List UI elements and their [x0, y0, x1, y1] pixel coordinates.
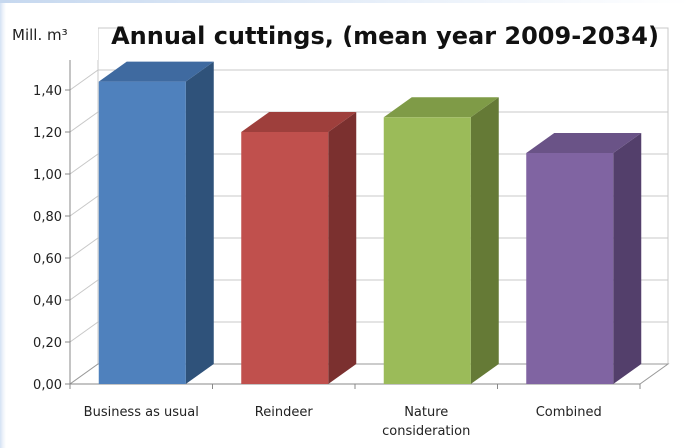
x-category-label: Business as usual — [84, 405, 199, 420]
bar-side — [613, 133, 642, 384]
y-tick-label: 1,20 — [33, 126, 62, 141]
bar-front — [526, 153, 614, 384]
bar-front — [383, 117, 471, 385]
y-tick-label: 0,60 — [33, 252, 62, 267]
gridline — [69, 69, 668, 91]
bar-top — [526, 133, 642, 153]
bar-side — [328, 112, 357, 384]
y-tick-label: 0,80 — [33, 210, 62, 225]
x-category-label: consideration — [382, 424, 470, 439]
y-tick-label: 1,00 — [33, 168, 62, 183]
chart-title: Annual cuttings, (mean year 2009-2034) — [111, 22, 659, 50]
y-tick-label: 1,40 — [33, 84, 62, 99]
bar — [241, 112, 357, 384]
bar-side — [185, 61, 214, 384]
x-category-label: Reindeer — [255, 405, 314, 420]
bar-front — [98, 81, 186, 384]
bar-top — [241, 112, 357, 132]
bar-layer — [98, 61, 642, 385]
x-category-label: Nature — [404, 405, 448, 420]
bar-side — [470, 97, 499, 385]
bar — [98, 61, 214, 384]
y-tick-label: 0,40 — [33, 294, 62, 309]
bar-front — [241, 132, 329, 384]
unit-backdrop — [6, 20, 98, 60]
bar — [383, 97, 499, 385]
top-border — [0, 0, 691, 3]
title-backdrop — [125, 14, 650, 54]
y-tick-label: 0,00 — [33, 378, 62, 393]
bar — [526, 133, 642, 384]
x-category-label: Combined — [536, 405, 602, 420]
bar-top — [383, 97, 499, 118]
y-tick-label: 0,20 — [33, 336, 62, 351]
label-layer: Business as usual Reindeer Nature considera… — [84, 405, 602, 439]
y-axis-unit-label: Mill. m³ — [12, 26, 68, 44]
bar-top — [98, 61, 214, 82]
